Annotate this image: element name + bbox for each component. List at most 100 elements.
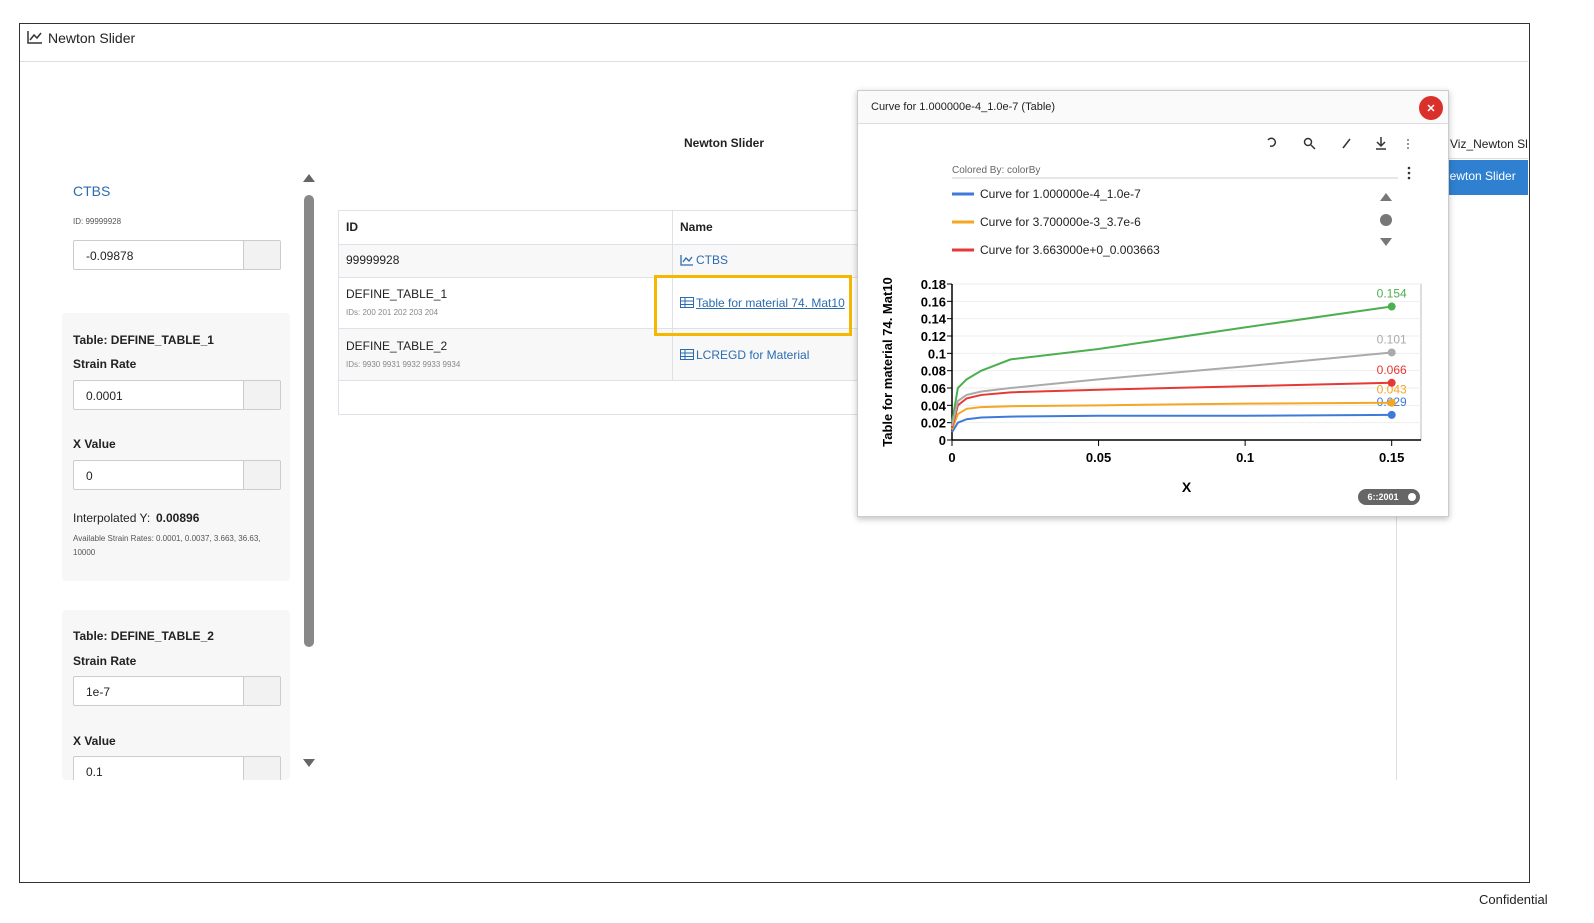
line bbox=[951, 381, 1392, 429]
zoom-icon[interactable] bbox=[1303, 137, 1313, 147]
row-cell bbox=[338, 277, 673, 329]
ctbs-input[interactable]: -0.09878 bbox=[73, 240, 281, 270]
input-button[interactable] bbox=[243, 677, 280, 705]
popup-header bbox=[858, 91, 1448, 124]
x-axis-title: X bbox=[1182, 479, 1192, 495]
input-button[interactable] bbox=[243, 241, 280, 269]
interp-value: 0.00896 bbox=[156, 511, 200, 525]
y-tick-label: 0.18 bbox=[921, 277, 946, 292]
point bbox=[1387, 398, 1396, 407]
badge-icon bbox=[1408, 493, 1416, 501]
y-tick-label: 0.04 bbox=[921, 398, 947, 413]
y-tick-label: 0 bbox=[939, 433, 946, 448]
table-icon bbox=[680, 297, 694, 308]
x-input[interactable]: 0 bbox=[73, 460, 281, 490]
field-label: Strain Rate bbox=[73, 654, 137, 668]
header-text: Name bbox=[680, 220, 713, 234]
field-label: X Value bbox=[73, 437, 116, 451]
x-input[interactable]: 0.1 bbox=[73, 756, 281, 782]
field-label: Strain Rate bbox=[73, 357, 137, 371]
legend-label: Curve for 3.700000e-3_3.7e-6 bbox=[980, 215, 1141, 229]
input-value: 0 bbox=[86, 469, 93, 483]
toolbar bbox=[1267, 137, 1386, 150]
y-tick-label: 0.06 bbox=[921, 381, 946, 396]
y-tick-label: 0.12 bbox=[921, 329, 946, 344]
tab-active[interactable]: lewton Slider bbox=[1445, 160, 1528, 195]
row-link[interactable]: CTBS bbox=[696, 253, 729, 267]
ctbs-name[interactable]: CTBS bbox=[73, 183, 111, 199]
tab-label: lewton Slider bbox=[1447, 169, 1516, 183]
y-tick-label: 0.14 bbox=[921, 312, 947, 327]
pen-icon[interactable] bbox=[1342, 138, 1351, 149]
strain-input[interactable]: 1e-7 bbox=[73, 676, 281, 706]
y-axis-title: Table for material 74. Mat10 bbox=[880, 277, 895, 447]
row-id: DEFINE_TABLE_2 bbox=[346, 339, 448, 353]
table-icon bbox=[680, 349, 694, 360]
chart: Colored By: colorBy 6::2001 Curve for 1.… bbox=[880, 96, 1443, 505]
tab-label: Viz_Newton Sli bbox=[1450, 137, 1528, 151]
tab[interactable]: Viz_Newton Sli bbox=[1445, 130, 1528, 159]
available-rates: Available Strain Rates: 0.0001, 0.0037, … bbox=[73, 534, 261, 557]
refresh-icon[interactable] bbox=[1267, 137, 1277, 147]
line bbox=[951, 413, 1392, 433]
legend-menu[interactable] bbox=[1407, 166, 1411, 180]
scrollbar[interactable] bbox=[300, 165, 320, 785]
popup-title: Curve for 1.000000e-4_1.0e-7 (Table) bbox=[871, 101, 1056, 113]
strain-input[interactable]: 0.0001 bbox=[73, 380, 281, 410]
row-id: 99999928 bbox=[346, 253, 400, 267]
data-label: 0.066 bbox=[1377, 363, 1407, 377]
field-label: X Value bbox=[73, 734, 116, 748]
legend-scroll[interactable] bbox=[1380, 214, 1392, 226]
ctbs-id: ID: 99999928 bbox=[73, 217, 122, 226]
legend-up[interactable] bbox=[1380, 193, 1392, 201]
colored-by: Colored By: colorBy bbox=[952, 165, 1040, 176]
window-frame bbox=[19, 23, 1530, 883]
input-button[interactable] bbox=[243, 757, 280, 781]
download-icon[interactable] bbox=[1376, 137, 1386, 150]
card-title: Table: DEFINE_TABLE_1 bbox=[73, 333, 214, 347]
row-link[interactable]: LCREGD for Material bbox=[696, 348, 810, 362]
legend-label: Curve for 1.000000e-4_1.0e-7 bbox=[980, 187, 1141, 201]
data-label: 0.154 bbox=[1377, 287, 1407, 301]
x-tick-label: 0.15 bbox=[1379, 450, 1404, 465]
data-label: 0.101 bbox=[1377, 332, 1407, 346]
title-divider bbox=[20, 61, 1528, 62]
row-link[interactable]: Table for material 74. Mat10 bbox=[696, 296, 845, 310]
y-tick-label: 0.08 bbox=[921, 364, 946, 379]
highlight-box bbox=[654, 275, 852, 336]
row-cell bbox=[338, 328, 673, 381]
x-tick-label: 0.05 bbox=[1086, 450, 1111, 465]
card-title: Table: DEFINE_TABLE_2 bbox=[73, 629, 214, 643]
point bbox=[1387, 302, 1396, 311]
row-cell bbox=[338, 380, 872, 415]
input-value: 1e-7 bbox=[86, 685, 111, 699]
legend-down[interactable] bbox=[1380, 238, 1392, 246]
window-title: Newton Slider bbox=[48, 30, 136, 46]
input-value: 0.1 bbox=[86, 765, 103, 779]
chart-icon bbox=[680, 255, 693, 266]
badge-text: 6::2001 bbox=[1367, 492, 1398, 502]
row-cell bbox=[672, 328, 872, 381]
line bbox=[951, 401, 1392, 430]
clip bbox=[62, 780, 302, 790]
chart-icon bbox=[27, 31, 42, 44]
interp-label: Interpolated Y: bbox=[73, 511, 151, 525]
header-text: ID bbox=[346, 220, 358, 234]
row-cell bbox=[672, 244, 872, 278]
row-ids: IDs: 200 201 202 203 204 bbox=[346, 308, 439, 317]
input-button[interactable] bbox=[243, 381, 280, 409]
menu-icon[interactable] bbox=[1407, 139, 1409, 149]
input-button[interactable] bbox=[243, 461, 280, 489]
row-id: DEFINE_TABLE_1 bbox=[346, 287, 448, 301]
y-tick-label: 0.16 bbox=[921, 294, 946, 309]
close-icon bbox=[1427, 104, 1435, 112]
point bbox=[1387, 410, 1396, 419]
point bbox=[1387, 348, 1396, 357]
line bbox=[951, 351, 1392, 427]
footer: Confidential bbox=[1479, 892, 1548, 907]
input-value: -0.09878 bbox=[86, 249, 134, 263]
data-label: 0.043 bbox=[1377, 383, 1407, 397]
table-card bbox=[62, 313, 290, 581]
badge bbox=[1358, 489, 1420, 505]
